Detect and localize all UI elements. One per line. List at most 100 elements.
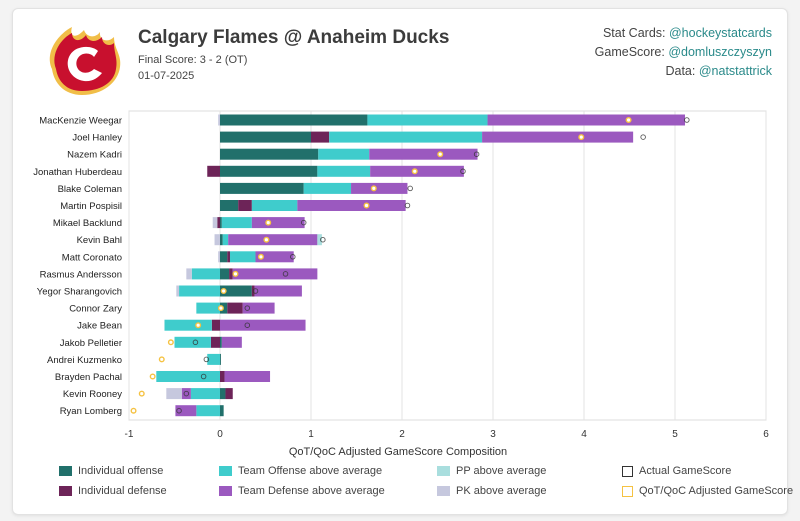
bar-segment-ind-def (225, 388, 233, 400)
legend-swatch (622, 465, 633, 477)
player-name: Connor Zary (69, 304, 122, 315)
actual-gamescore-marker (300, 219, 307, 226)
player-name: Kevin Bahl (77, 235, 122, 246)
adjusted-gamescore-marker (217, 305, 224, 312)
player-name: Jakob Pelletier (60, 338, 122, 349)
x-tick-label: 3 (490, 429, 496, 440)
legend-item: QoT/QoC Adjusted GameScore (622, 485, 793, 497)
bar-segment-team-def (351, 182, 408, 194)
player-name: Mikael Backlund (53, 218, 122, 229)
legend-item: Team Defense above average (219, 485, 385, 497)
bar-segment-team-off (329, 131, 483, 143)
legend-item: Individual defense (59, 485, 167, 497)
bar-segment-team-def (487, 114, 686, 126)
actual-gamescore-marker (684, 117, 690, 123)
player-name: Brayden Pachal (55, 372, 122, 383)
legend-item: PK above average (437, 485, 547, 497)
legend-label: Team Offense above average (238, 465, 383, 477)
legend-item: PP above average (437, 465, 546, 477)
player-names: MacKenzie Weegar Joel Hanley Nazem Kadri Jo… (33, 116, 122, 418)
bar-segment-team-off (251, 200, 298, 211)
x-tick-label: 0 (217, 429, 223, 440)
adjusted-gamescore-marker (625, 116, 632, 123)
bar-segment-team-def (369, 148, 478, 160)
bar-segment-team-off (191, 268, 220, 280)
bar-segment-ind-def (227, 251, 231, 263)
adjusted-gamescore-marker (363, 202, 370, 209)
actual-gamescore-marker (244, 305, 251, 311)
bar-segment-pk (186, 268, 192, 280)
x-tick-label: 6 (763, 429, 769, 440)
actual-gamescore-marker (192, 339, 199, 346)
adjusted-gamescore-marker (220, 288, 227, 295)
bar-segment-team-off (164, 319, 212, 331)
bar-segment-ind-def (227, 302, 243, 314)
x-axis-label: QoT/QoC Adjusted GameScore Composition (289, 446, 507, 458)
bar-segment-team-def (251, 217, 305, 229)
x-tick-label: 4 (581, 429, 587, 440)
bar-segment-ind-off (220, 353, 221, 365)
actual-gamescore-marker (244, 322, 251, 328)
bar-segment-ind-off (220, 114, 368, 126)
adjusted-gamescore-marker (138, 390, 145, 397)
bar-segment-team-off (190, 388, 220, 400)
player-name: Nazem Kadri (67, 150, 122, 161)
bar-segment-ind-off (220, 200, 239, 211)
legend-swatch (437, 466, 450, 476)
player-name: Rasmus Andersson (40, 269, 122, 280)
bar-segment-ind-off (220, 388, 226, 400)
bar-segment-team-off (207, 353, 220, 365)
legend-label: PP above average (456, 465, 547, 477)
legend-swatch (219, 486, 232, 496)
bar-segment-ind-off (220, 165, 318, 177)
x-tick-label: 5 (672, 429, 678, 440)
actual-gamescore-marker (473, 151, 480, 157)
x-tick-label: 1 (308, 429, 314, 440)
bar-segment-ind-off (220, 285, 252, 297)
bar-segment-team-off (230, 251, 256, 263)
bar-segment-ind-off (220, 131, 311, 143)
bar-segment-team-off (222, 234, 229, 246)
credit-link[interactable]: @natstattrick (698, 64, 772, 78)
bar-segment-ind-off (220, 251, 228, 263)
game-date: 01-07-2025 (138, 70, 195, 82)
actual-gamescore-marker (183, 390, 190, 397)
bar-segment-team-def (181, 388, 191, 400)
player-name: Kevin Rooney (63, 389, 122, 400)
adjusted-gamescore-marker (195, 322, 202, 329)
adjusted-gamescore-marker (265, 219, 272, 226)
actual-gamescore-marker (404, 202, 411, 209)
flames-logo-icon (49, 27, 121, 95)
credit-data: Data: @natstattrick (665, 64, 772, 78)
plot-area (128, 110, 767, 421)
page-title: Calgary Flames @ Anaheim Ducks (138, 27, 450, 48)
bar-segment-team-def (220, 319, 306, 331)
adjusted-gamescore-marker (263, 236, 270, 243)
bar-segment-team-off (367, 114, 488, 126)
legend-label: PK above average (456, 485, 547, 497)
bar-segment-pk (176, 285, 180, 297)
bar-segment-team-def (221, 336, 242, 348)
adjusted-gamescore-marker (158, 356, 165, 363)
credit-link[interactable]: @hockeystatcards (668, 26, 772, 40)
bar-segment-team-def (175, 405, 197, 417)
credit-stat-cards: Stat Cards: @hockeystatcards (602, 26, 772, 40)
actual-gamescore-marker (176, 407, 182, 414)
bar-segment-pk (214, 234, 220, 246)
player-name: Martin Pospisil (60, 201, 122, 212)
legend-swatch (437, 486, 450, 496)
legend-label: Individual defense (78, 485, 167, 497)
credit-link[interactable]: @domluszczyszyn (668, 45, 772, 59)
bar-segment-ind-def (229, 268, 233, 280)
legend-swatch (59, 486, 72, 496)
bar-segment-team-off (196, 302, 220, 314)
bar-segment-ind-off (220, 148, 319, 160)
bar-segment-pk (218, 251, 220, 263)
legend-label: Team Defense above average (238, 485, 385, 497)
bar-segment-team-off (221, 217, 252, 229)
player-name: Jonathan Huberdeau (33, 167, 122, 178)
bar-segment-pk (212, 217, 218, 229)
player-name: Matt Coronato (62, 252, 122, 263)
bar-segment-pk (218, 114, 220, 126)
